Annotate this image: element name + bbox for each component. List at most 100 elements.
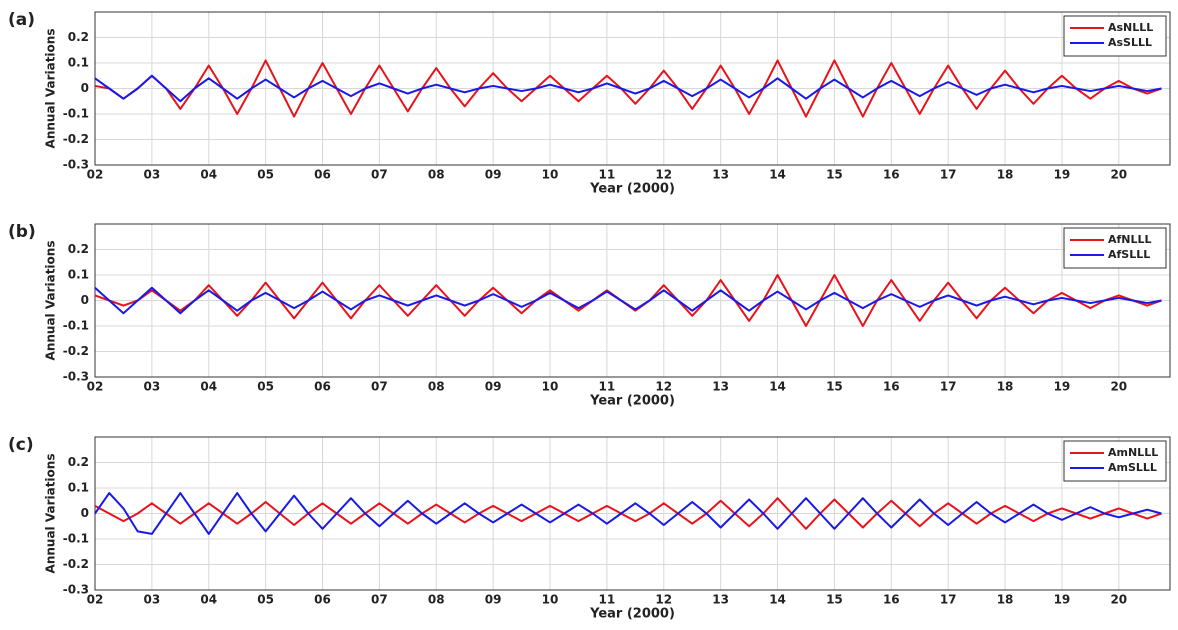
panel: -0.3 -0.2 -0.1 0 0.1 0.2 02 03 04 05 06 07 08 09 10 11 1… bbox=[8, 222, 1171, 409]
data-line bbox=[94, 492, 1162, 535]
x-tick-label: 04 bbox=[200, 168, 217, 182]
x-tick-label: 06 bbox=[314, 168, 331, 182]
x-tick-label: 07 bbox=[371, 593, 388, 607]
x-tick-label: 14 bbox=[769, 168, 786, 182]
y-axis-label: Annual Variations bbox=[44, 454, 58, 574]
x-tick-label: 07 bbox=[371, 380, 388, 394]
y-tick-label: 0.1 bbox=[68, 481, 89, 495]
x-tick-label: 10 bbox=[542, 168, 559, 182]
x-axis-label: Year (2000) bbox=[589, 394, 675, 409]
x-tick-label: 15 bbox=[826, 168, 843, 182]
y-tick-label: -0.1 bbox=[63, 107, 89, 121]
y-tick-label: 0.2 bbox=[68, 30, 89, 44]
x-tick-label: 18 bbox=[997, 168, 1014, 182]
y-axis-label: Annual Variations bbox=[44, 29, 58, 149]
x-tick-label: 12 bbox=[655, 168, 672, 182]
legend-label: AsSLLL bbox=[1108, 36, 1152, 49]
x-tick-label: 18 bbox=[997, 593, 1014, 607]
x-tick-label: 19 bbox=[1054, 593, 1071, 607]
x-tick-label: 05 bbox=[257, 380, 274, 394]
x-tick-label: 11 bbox=[599, 168, 616, 182]
x-tick-label: 04 bbox=[200, 380, 217, 394]
x-tick-label: 16 bbox=[883, 168, 900, 182]
x-tick-label: 02 bbox=[87, 593, 104, 607]
x-tick-label: 05 bbox=[257, 593, 274, 607]
y-tick-label: -0.2 bbox=[63, 557, 89, 571]
x-tick-label: 14 bbox=[769, 380, 786, 394]
x-axis-label: Year (2000) bbox=[589, 182, 675, 197]
legend-label: AmNLLL bbox=[1108, 446, 1158, 459]
y-tick-label: -0.3 bbox=[63, 583, 89, 597]
x-tick-label: 19 bbox=[1054, 380, 1071, 394]
x-tick-label: 08 bbox=[428, 593, 445, 607]
data-line bbox=[94, 286, 1162, 315]
x-tick-label: 19 bbox=[1054, 168, 1071, 182]
legend-box bbox=[1063, 227, 1167, 269]
y-tick-label: 0 bbox=[81, 81, 89, 95]
x-tick-label: 20 bbox=[1110, 168, 1127, 182]
x-tick-label: 03 bbox=[144, 380, 161, 394]
y-tick-label: 0.2 bbox=[68, 455, 89, 469]
x-tick-label: 16 bbox=[883, 380, 900, 394]
x-tick-label: 02 bbox=[87, 380, 104, 394]
x-tick-label: 02 bbox=[87, 168, 104, 182]
x-tick-label: 16 bbox=[883, 593, 900, 607]
legend-box bbox=[1063, 15, 1167, 57]
data-line bbox=[94, 59, 1162, 118]
x-tick-label: 08 bbox=[428, 380, 445, 394]
panel: -0.3 -0.2 -0.1 0 0.1 0.2 02 03 04 05 06 07 08 09 10 11 1… bbox=[8, 10, 1171, 197]
x-tick-label: 06 bbox=[314, 380, 331, 394]
legend-label: AsNLLL bbox=[1108, 21, 1153, 34]
x-tick-label: 20 bbox=[1110, 593, 1127, 607]
legend-label: AfNLLL bbox=[1108, 233, 1152, 246]
x-axis-label: Year (2000) bbox=[589, 607, 675, 622]
data-line bbox=[94, 497, 1162, 530]
legend-box bbox=[1063, 440, 1167, 482]
panel-label: (a) bbox=[8, 10, 35, 30]
x-tick-label: 03 bbox=[144, 168, 161, 182]
y-axis-label: Annual Variations bbox=[44, 241, 58, 361]
panel-label: (c) bbox=[8, 435, 34, 455]
x-tick-label: 03 bbox=[144, 593, 161, 607]
x-tick-label: 04 bbox=[200, 593, 217, 607]
x-tick-label: 20 bbox=[1110, 380, 1127, 394]
y-tick-label: -0.2 bbox=[63, 132, 89, 146]
x-tick-label: 10 bbox=[542, 593, 559, 607]
y-tick-label: 0 bbox=[81, 506, 89, 520]
y-tick-label: 0.1 bbox=[68, 268, 89, 282]
y-tick-label: 0.2 bbox=[68, 242, 89, 256]
x-tick-label: 15 bbox=[826, 593, 843, 607]
x-tick-label: 13 bbox=[712, 380, 729, 394]
y-tick-label: -0.1 bbox=[63, 532, 89, 546]
x-tick-label: 06 bbox=[314, 593, 331, 607]
x-tick-label: 15 bbox=[826, 380, 843, 394]
y-tick-label: 0 bbox=[81, 293, 89, 307]
axes-frame bbox=[94, 223, 1171, 378]
x-tick-label: 05 bbox=[257, 168, 274, 182]
y-tick-label: -0.3 bbox=[63, 158, 89, 172]
x-tick-label: 14 bbox=[769, 593, 786, 607]
axes-frame bbox=[94, 11, 1171, 166]
y-tick-label: -0.1 bbox=[63, 319, 89, 333]
x-tick-label: 17 bbox=[940, 380, 957, 394]
data-line bbox=[94, 74, 1162, 103]
x-tick-label: 09 bbox=[485, 380, 502, 394]
panel: -0.3 -0.2 -0.1 0 0.1 0.2 02 03 04 05 06 07 08 09 10 11 1… bbox=[8, 435, 1171, 622]
x-tick-label: 17 bbox=[940, 168, 957, 182]
y-tick-label: 0.1 bbox=[68, 56, 89, 70]
legend-label: AmSLLL bbox=[1108, 461, 1157, 474]
x-tick-label: 11 bbox=[599, 380, 616, 394]
y-tick-label: -0.3 bbox=[63, 370, 89, 384]
x-tick-label: 18 bbox=[997, 380, 1014, 394]
x-tick-label: 07 bbox=[371, 168, 388, 182]
legend-label: AfSLLL bbox=[1108, 248, 1150, 261]
x-tick-label: 08 bbox=[428, 168, 445, 182]
x-tick-label: 11 bbox=[599, 593, 616, 607]
x-tick-label: 17 bbox=[940, 593, 957, 607]
x-tick-label: 13 bbox=[712, 593, 729, 607]
x-tick-label: 09 bbox=[485, 593, 502, 607]
x-tick-label: 12 bbox=[655, 380, 672, 394]
panel-label: (b) bbox=[8, 222, 36, 242]
x-tick-label: 09 bbox=[485, 168, 502, 182]
